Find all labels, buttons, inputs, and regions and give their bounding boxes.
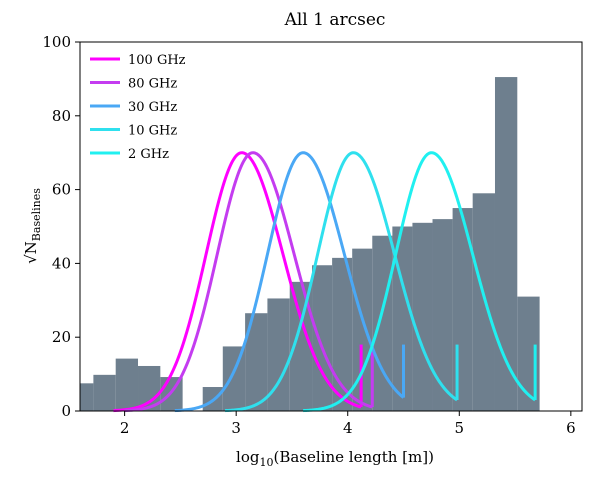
histogram-bar-19 bbox=[494, 77, 518, 412]
histogram-bar-7 bbox=[245, 313, 268, 411]
legend-label-0: 100 GHz bbox=[128, 53, 186, 68]
y-tick-label-3: 60 bbox=[52, 181, 71, 199]
legend: 100 GHz 80 GHz 30 GHz 10 GHz 2 GHz bbox=[90, 53, 186, 162]
y-tick-label-1: 20 bbox=[52, 328, 71, 346]
histogram-bar-15 bbox=[412, 222, 433, 411]
legend-label-3: 10 GHz bbox=[128, 124, 177, 139]
histogram-bar-8 bbox=[267, 298, 290, 411]
y-axis-label: √NBaselines bbox=[22, 188, 43, 264]
histogram-bar-13 bbox=[372, 235, 393, 411]
legend-label-2: 30 GHz bbox=[128, 100, 177, 115]
histogram-bar-18 bbox=[472, 193, 495, 411]
x-axis-ticks: 2 3 4 5 6 bbox=[120, 411, 576, 437]
histogram-bar-0 bbox=[80, 383, 94, 411]
legend-label-4: 2 GHz bbox=[128, 147, 169, 162]
plot-area bbox=[80, 77, 540, 413]
curve-2 bbox=[174, 151, 405, 413]
frequency-curves bbox=[113, 151, 537, 413]
curve-0 bbox=[113, 151, 362, 413]
histogram-bar-1 bbox=[93, 374, 116, 411]
curve-3 bbox=[224, 151, 458, 413]
y-axis-ticks: 0 20 40 60 80 100 bbox=[42, 33, 80, 420]
histogram-bars bbox=[80, 77, 540, 412]
plot-frame bbox=[79, 41, 583, 412]
histogram-bar-2 bbox=[115, 358, 139, 411]
x-tick-label-4: 6 bbox=[566, 419, 576, 437]
x-axis-label: log10(Baseline length [m]) bbox=[236, 448, 434, 469]
histogram-bar-10 bbox=[312, 265, 333, 411]
histogram-bar-14 bbox=[392, 226, 413, 411]
x-tick-label-1: 3 bbox=[231, 419, 241, 437]
x-tick-label-3: 5 bbox=[455, 419, 465, 437]
y-tick-label-5: 100 bbox=[42, 33, 71, 51]
curve-1 bbox=[124, 151, 373, 413]
curve-4 bbox=[302, 151, 536, 413]
histogram-bar-11 bbox=[332, 257, 353, 411]
y-tick-label-4: 80 bbox=[52, 107, 71, 125]
histogram-bar-12 bbox=[352, 248, 373, 411]
x-tick-label-0: 2 bbox=[120, 419, 130, 437]
y-tick-label-0: 0 bbox=[61, 402, 71, 420]
histogram-bar-9 bbox=[289, 281, 313, 411]
chart-title: All 1 arcsec bbox=[284, 10, 386, 30]
histogram-bar-16 bbox=[432, 219, 453, 411]
y-tick-label-2: 40 bbox=[52, 254, 71, 272]
legend-label-1: 80 GHz bbox=[128, 77, 177, 92]
histogram-bar-6 bbox=[222, 346, 246, 411]
x-tick-label-2: 4 bbox=[343, 419, 353, 437]
